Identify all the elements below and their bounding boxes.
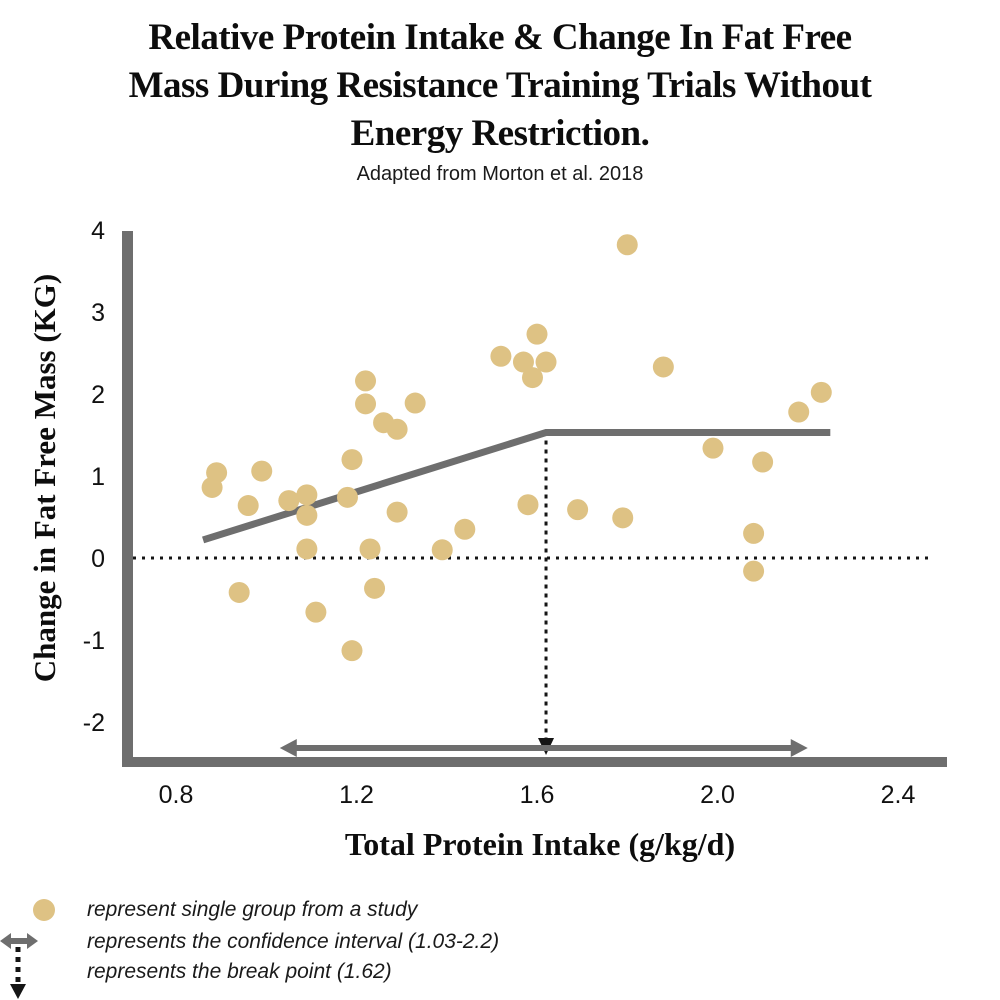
confidence-interval-left-arrowhead <box>279 739 297 757</box>
legend-item-single-group: represent single group from a study <box>87 898 418 921</box>
x-tick-label: 2.4 <box>881 781 916 809</box>
scatter-point <box>702 437 724 459</box>
scatter-point <box>810 381 832 403</box>
confidence-interval-right-arrowhead <box>790 739 808 757</box>
scatter-point <box>359 538 381 560</box>
scatter-point <box>386 501 408 523</box>
scatter-point <box>404 392 426 414</box>
chart-title-line-2: Mass During Resistance Training Trials W… <box>128 65 872 106</box>
scatter-point <box>454 518 476 540</box>
y-tick-label: 0 <box>91 545 105 573</box>
y-axis-bar <box>122 231 133 767</box>
scatter-point <box>517 494 539 516</box>
scatter-point <box>364 577 386 599</box>
x-axis-bar <box>122 757 947 767</box>
x-tick-label: 1.6 <box>520 781 555 809</box>
scatter-point <box>341 640 363 662</box>
y-tick-label: -1 <box>83 627 105 655</box>
scatter-point <box>743 560 765 582</box>
scatter-point <box>652 356 674 378</box>
scatter-point <box>296 538 318 560</box>
scatter-point <box>278 490 300 512</box>
x-axis-title: Total Protein Intake (g/kg/d) <box>344 826 736 862</box>
scatter-point <box>535 351 557 373</box>
scatter-dot-icon <box>33 899 55 921</box>
scatter-point <box>206 462 228 484</box>
scatter-point <box>616 234 638 256</box>
scatter-point <box>355 370 377 392</box>
y-tick-label: 2 <box>91 381 105 409</box>
y-tick-label: 3 <box>91 299 105 327</box>
scatter-point <box>567 499 589 521</box>
break-point-arrow-icon <box>9 945 27 1000</box>
scatter-point <box>386 418 408 440</box>
y-axis-title: Change in Fat Free Mass (KG) <box>27 273 62 683</box>
scatter-point <box>341 449 363 471</box>
scatter-point <box>296 484 318 506</box>
scatter-point <box>521 367 543 389</box>
legend-item-break-point: represents the break point (1.62) <box>87 960 392 983</box>
scatter-point <box>490 345 512 367</box>
y-tick-label: 1 <box>91 463 105 491</box>
confidence-interval-arrow-icon <box>0 931 38 956</box>
scatter-point <box>237 495 259 517</box>
chart-subtitle: Adapted from Morton et al. 2018 <box>356 163 644 185</box>
x-tick-label: 0.8 <box>159 781 194 809</box>
x-tick-label: 2.0 <box>700 781 735 809</box>
scatter-point <box>305 601 327 623</box>
scatter-point <box>251 460 273 482</box>
y-tick-label: 4 <box>91 217 105 245</box>
scatter-point <box>752 451 774 473</box>
scatter-point <box>355 393 377 415</box>
scatter-point <box>431 539 453 561</box>
scatter-point <box>296 504 318 526</box>
scatter-point <box>743 522 765 544</box>
scatter-point <box>612 507 634 529</box>
scatter-point <box>526 323 548 345</box>
trend-line <box>202 429 831 544</box>
scatter-point <box>336 486 358 508</box>
y-tick-label: -2 <box>83 709 105 737</box>
scatter-point <box>228 581 250 603</box>
chart-title-line-3: Energy Restriction. <box>350 113 650 154</box>
chart-title-line-1: Relative Protein Intake & Change In Fat … <box>148 17 852 58</box>
chart-title: Relative Protein Intake & Change In Fat … <box>0 14 1000 158</box>
scatter-point <box>512 351 534 373</box>
scatter-point <box>788 401 810 423</box>
x-tick-label: 1.2 <box>339 781 374 809</box>
legend-item-confidence-interval: represents the confidence interval (1.03… <box>87 930 500 953</box>
